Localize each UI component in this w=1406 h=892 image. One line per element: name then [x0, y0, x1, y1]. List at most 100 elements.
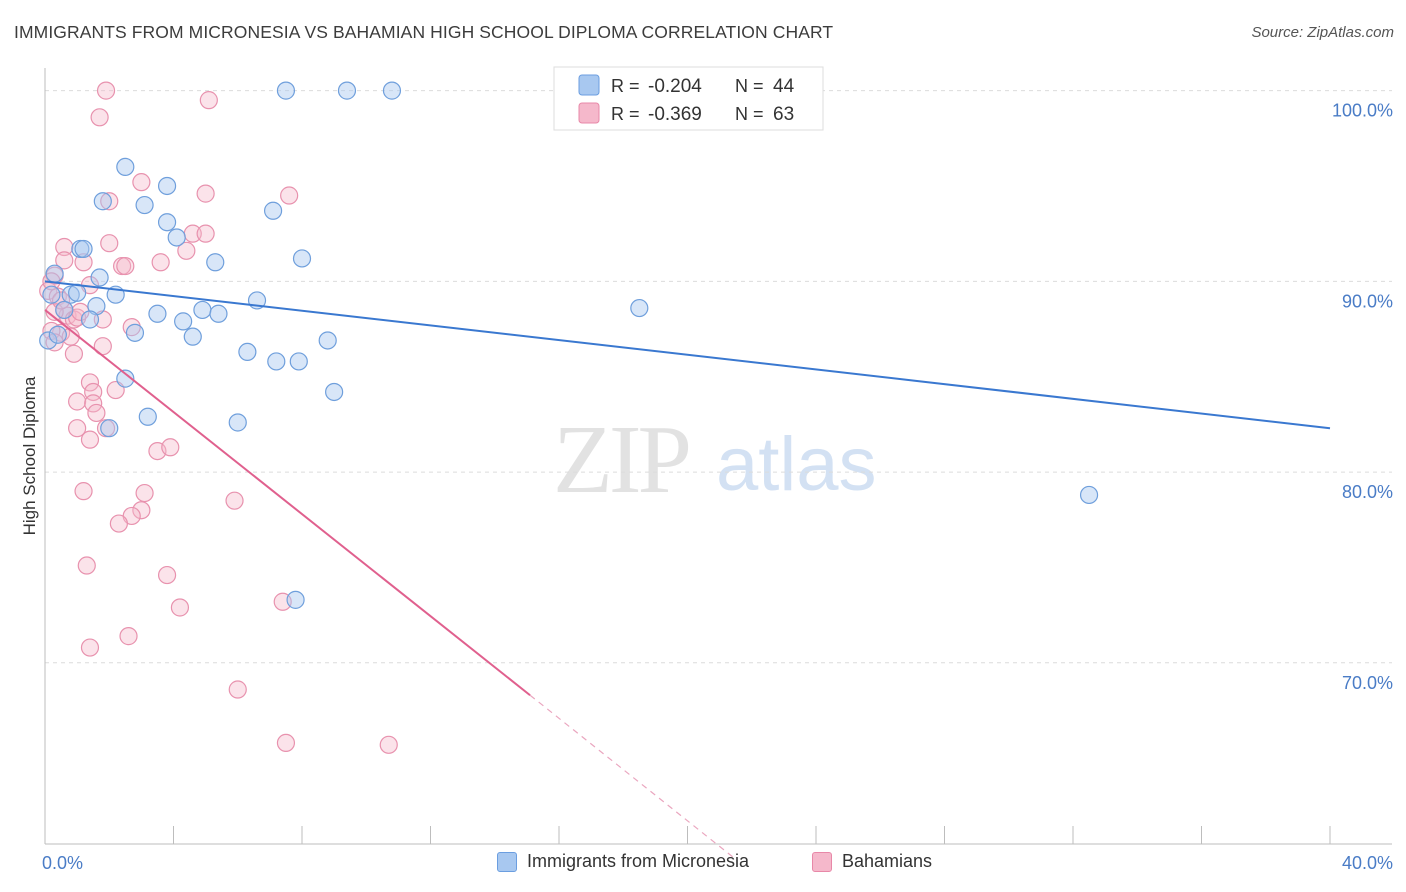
legend-r-value-micronesia: -0.204 — [648, 76, 702, 97]
y-tick-label: 80.0% — [1342, 482, 1393, 502]
y-tick-label: 90.0% — [1342, 291, 1393, 311]
point-micronesia — [267, 352, 286, 371]
point-bahamians — [228, 680, 247, 699]
series-bahamians-points — [39, 81, 398, 754]
y-axis-title: High School Diploma — [20, 376, 39, 535]
point-micronesia — [238, 342, 257, 362]
point-micronesia — [382, 81, 402, 100]
point-bahamians — [80, 373, 100, 392]
point-micronesia — [209, 304, 228, 323]
point-micronesia — [630, 298, 649, 318]
point-bahamians — [157, 565, 177, 585]
point-micronesia — [1079, 485, 1099, 505]
x-tick-label: 0.0% — [42, 853, 83, 873]
point-micronesia — [206, 253, 225, 272]
point-micronesia — [135, 195, 154, 215]
point-micronesia — [68, 283, 87, 302]
point-micronesia — [93, 192, 112, 211]
point-bahamians — [55, 251, 74, 270]
point-micronesia — [116, 157, 135, 177]
point-micronesia — [138, 407, 157, 426]
point-micronesia — [157, 176, 177, 196]
point-bahamians — [135, 483, 154, 503]
point-bahamians — [122, 318, 141, 337]
trendlines — [44, 280, 1331, 860]
point-bahamians — [276, 733, 296, 753]
legend-swatch-bahamians — [578, 102, 600, 124]
point-bahamians — [64, 310, 84, 329]
axes — [44, 68, 1392, 845]
point-micronesia — [48, 325, 67, 344]
point-bahamians — [90, 108, 109, 127]
legend-r-value-bahamians: -0.369 — [648, 104, 702, 125]
point-bahamians — [170, 598, 190, 617]
point-bahamians — [196, 224, 215, 243]
point-micronesia — [74, 239, 93, 259]
legend-label-micronesia: Immigrants from Micronesia — [527, 851, 750, 871]
legend-n-label-micronesia: N = — [735, 76, 764, 96]
point-bahamians — [84, 394, 103, 413]
watermark-atlas: atlas — [716, 422, 877, 507]
point-micronesia — [174, 312, 193, 331]
point-micronesia — [157, 213, 177, 232]
gridlines — [45, 90, 1392, 664]
point-micronesia — [263, 201, 283, 220]
point-bahamians — [119, 627, 138, 646]
point-bahamians — [68, 419, 87, 438]
point-bahamians — [199, 91, 218, 110]
point-bahamians — [379, 735, 398, 754]
point-micronesia — [337, 81, 357, 100]
point-bahamians — [177, 241, 196, 260]
point-micronesia — [292, 249, 312, 268]
legend-item-bahamians: Bahamians — [812, 851, 932, 872]
point-bahamians — [80, 430, 100, 449]
y-tick-label: 100.0% — [1332, 101, 1393, 121]
point-bahamians — [151, 253, 170, 272]
point-bahamians — [100, 192, 119, 211]
point-micronesia — [193, 300, 212, 320]
bottom-legend: Immigrants from Micronesia Bahamians — [0, 851, 1406, 879]
point-bahamians — [74, 253, 93, 272]
point-bahamians — [96, 81, 116, 100]
point-micronesia — [276, 81, 296, 100]
point-micronesia — [55, 300, 74, 320]
point-bahamians — [64, 344, 84, 363]
point-bahamians — [132, 173, 151, 192]
point-bahamians — [55, 237, 74, 257]
x-tick-label: 40.0% — [1342, 853, 1393, 873]
legend-item-micronesia: Immigrants from Micronesia — [497, 851, 749, 872]
point-bahamians — [87, 403, 106, 423]
point-bahamians — [51, 291, 71, 310]
point-micronesia — [80, 310, 100, 329]
legend-n-value-micronesia: 44 — [773, 76, 795, 97]
point-micronesia — [183, 327, 202, 346]
point-micronesia — [61, 285, 80, 304]
point-micronesia — [125, 323, 145, 342]
point-bahamians — [100, 234, 119, 253]
point-micronesia — [39, 331, 58, 350]
legend-r-label-micronesia: R = — [611, 76, 640, 96]
point-bahamians — [74, 482, 93, 501]
point-micronesia — [167, 228, 186, 247]
point-micronesia — [42, 285, 61, 304]
point-micronesia — [45, 264, 64, 283]
point-micronesia — [325, 382, 344, 402]
point-bahamians — [77, 556, 96, 575]
point-bahamians — [280, 186, 299, 205]
point-bahamians — [132, 501, 151, 520]
point-micronesia — [286, 590, 305, 609]
series-micronesia-points — [39, 81, 1099, 609]
point-bahamians — [68, 392, 87, 411]
chart-title: IMMIGRANTS FROM MICRONESIA VS BAHAMIAN H… — [14, 22, 834, 42]
legend-r-label-bahamians: R = — [611, 104, 640, 124]
point-bahamians — [161, 438, 180, 457]
legend-swatch-micronesia — [578, 74, 600, 96]
legend-label-bahamians: Bahamians — [842, 851, 933, 871]
watermark-zip: ZIP — [553, 406, 688, 514]
y-tick-labels: 70.0% 80.0% 90.0% 100.0% — [1332, 101, 1393, 693]
point-micronesia — [116, 369, 135, 388]
legend-swatch-bahamians — [812, 851, 832, 872]
trendline-bahamians — [44, 309, 531, 697]
point-bahamians — [116, 256, 135, 276]
